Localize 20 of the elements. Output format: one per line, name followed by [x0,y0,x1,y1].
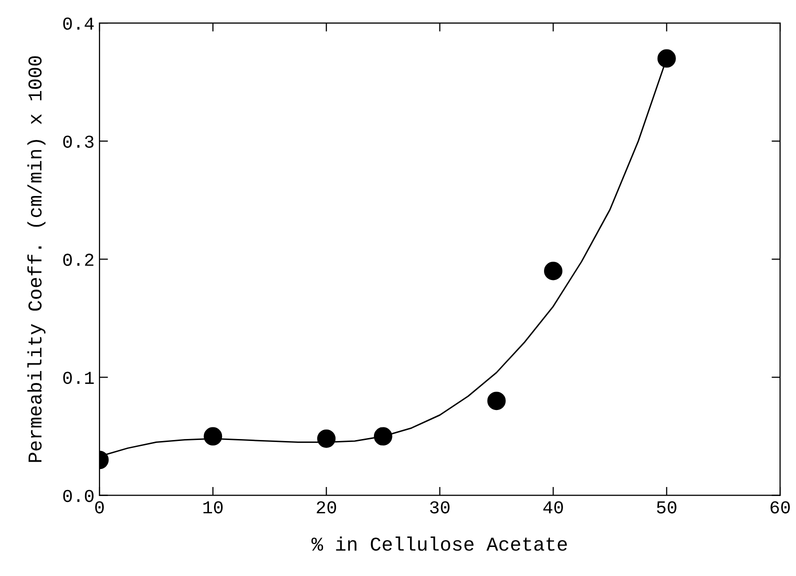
point [487,392,506,410]
x-tick-label: 30 [430,501,450,514]
y-tick-label: 0.1 [63,372,94,384]
point [544,262,562,280]
y-tick-label: 0.0 [63,490,94,502]
x-tick-label: 10 [203,501,223,514]
x-axis-title: % in Cellulose Acetate [311,536,567,551]
x-tick-label: 60 [770,501,790,514]
y-tick-label: 0.3 [63,136,94,148]
point [317,429,336,448]
point [204,427,222,446]
x-tick-label: 40 [543,501,563,514]
point [657,49,676,68]
point [374,427,392,446]
x-tick-label: 50 [656,501,676,514]
x-tick-label: 20 [316,501,336,514]
y-tick-label: 0.2 [63,254,94,266]
y-tick-label: 0.4 [63,18,94,30]
x-tick-label: 0 [95,501,104,514]
y-axis-title: Permeability Coeff. (cm/min) x 1000 [27,56,46,462]
